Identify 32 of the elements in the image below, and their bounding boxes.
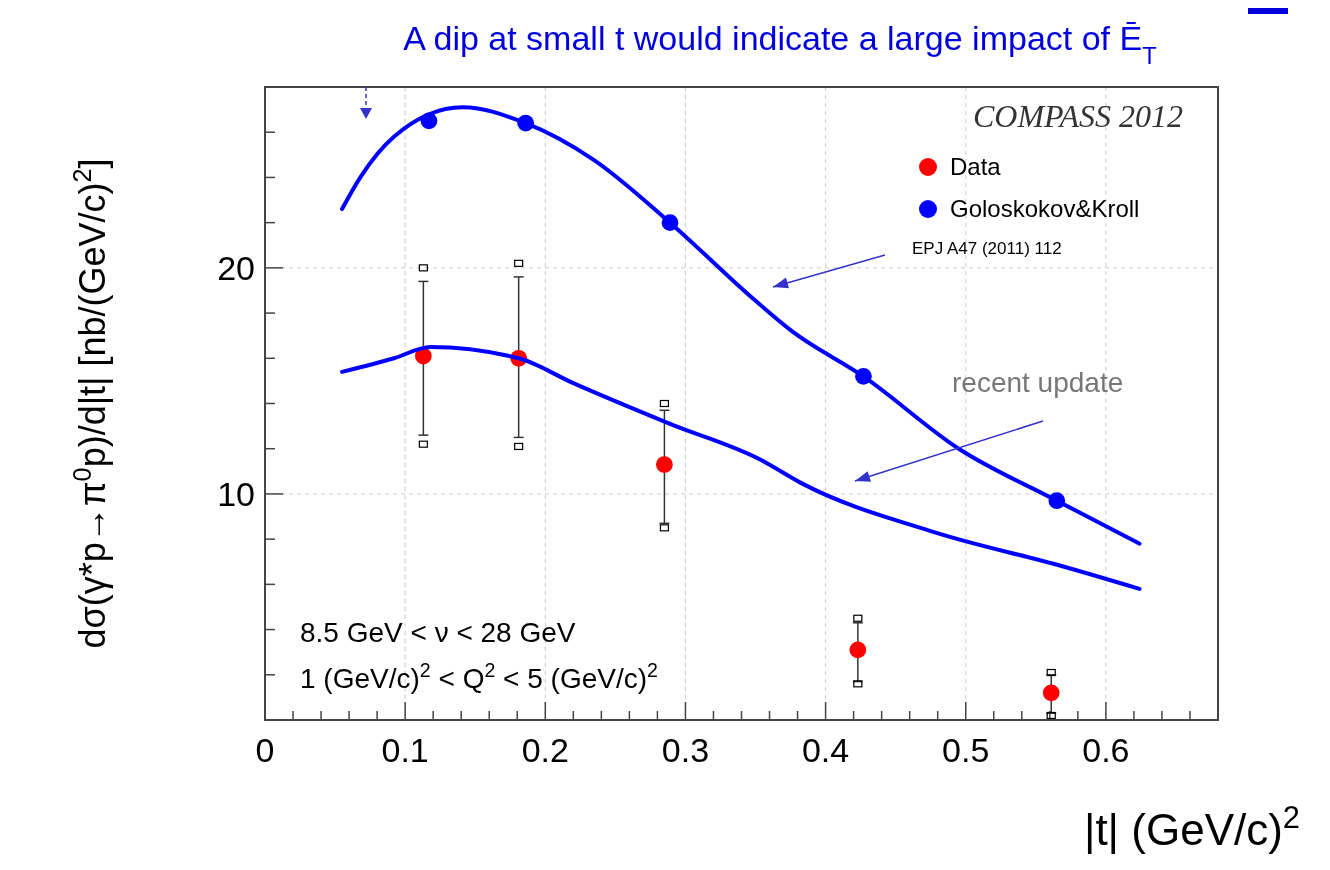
annotation: 8.5 GeV < ν < 28 GeV: [300, 617, 576, 648]
legend-label: Data: [950, 153, 1002, 181]
x-tick-label: 0.3: [661, 731, 710, 769]
x-axis-title: |t| (GeV/c)$^{2}$: [1083, 799, 1300, 854]
point: [659, 399, 670, 408]
point: [853, 680, 863, 688]
chart-title: A dip at small t would indicate a large impact of Ē$_{T}$: [403, 19, 1157, 69]
point: [1042, 684, 1060, 702]
y-tick-label: 10: [217, 474, 255, 513]
point: [418, 264, 428, 272]
point: [418, 440, 428, 448]
point: [659, 524, 670, 532]
line-series: [340, 344, 1142, 591]
x-tick-label: 0.2: [521, 731, 569, 769]
point: [1046, 668, 1056, 677]
annotation: EPJ A47 (2011) 112: [912, 239, 1062, 258]
y-tick-label: 20: [217, 248, 255, 287]
legend-label: Goloskokov&Kroll: [950, 195, 1140, 223]
point: [656, 456, 673, 473]
x-tick-label: 0.5: [942, 731, 990, 769]
point: [514, 442, 524, 451]
legend-title: COMPASS 2012: [972, 98, 1184, 134]
point: [853, 614, 863, 622]
point: [514, 259, 524, 267]
point: [1046, 711, 1056, 720]
x-tick-label: 0.4: [801, 731, 850, 769]
x-tick-label: 0: [255, 731, 275, 769]
annotation: 1 (GeV/c)$^{2}$ < Q$^{2}$ < 5 (GeV/c)$^{2}$: [300, 659, 658, 694]
x-tick-label: 0.1: [381, 731, 429, 769]
x-tick-label: 0.6: [1082, 731, 1130, 769]
annotation: recent update: [952, 367, 1124, 398]
point: [849, 641, 867, 659]
